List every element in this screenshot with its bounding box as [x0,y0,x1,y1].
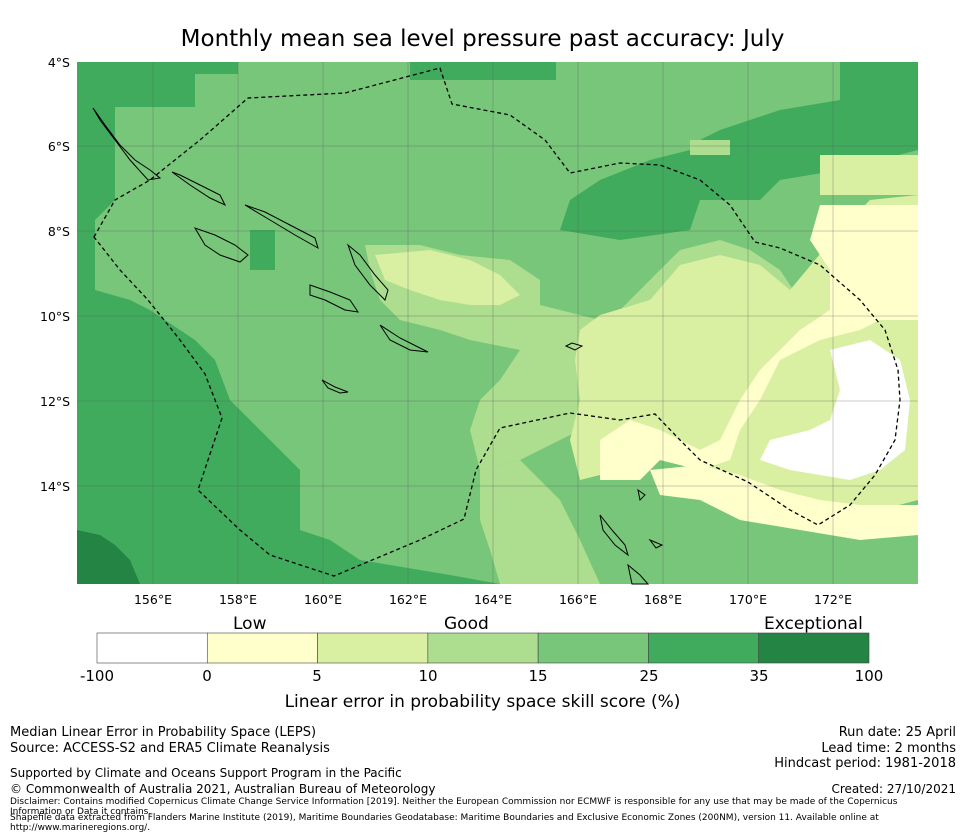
colorbar-category-exceptional: Exceptional [764,614,863,634]
lon-label: 164°E [473,592,512,607]
lat-label: 4°S [47,55,70,70]
cell [375,250,520,305]
colorbar-swatch [96,632,208,664]
lon-label: 162°E [388,592,427,607]
cell [77,100,500,584]
footer-copyright: © Commonwealth of Australia 2021, Austra… [10,782,436,796]
colorbar-swatch [537,632,649,664]
lat-label: 10°S [40,309,71,324]
coastline [599,514,629,557]
coastline [193,227,249,263]
colorbar-title: Linear error in probability space skill … [284,692,681,712]
skill-field [77,62,918,584]
footer-run-date: Run date: 25 April [838,725,956,740]
colorbar-tick: 100 [854,667,884,685]
colorbar-tick: 10 [418,667,438,685]
colorbar-tick: -100 [79,667,115,685]
lat-label: 14°S [40,479,71,494]
coastline [92,107,162,181]
chart-title: Monthly mean sea level pressure past acc… [180,26,785,52]
footer-disclaimer: Disclaimer: Contains modified Copernicus… [10,797,898,817]
cell [250,230,275,270]
lon-label: 172°E [813,592,852,607]
land-outlines [92,107,664,585]
coastline [648,538,664,549]
colorbar-tick: 5 [312,667,322,685]
colorbar-swatch [758,632,870,664]
coastline [309,284,360,313]
eez-solomon-islands [93,67,901,577]
lat-label: 12°S [40,394,71,409]
cell [77,530,140,584]
eez-boundaries [93,67,901,577]
coastline [346,243,389,301]
colorbar [96,632,870,664]
coastline [637,488,646,502]
colorbar-tick: 25 [639,667,659,685]
lon-label: 160°E [303,592,342,607]
footer-shapefile: Shapefile data extracted from Flanders M… [10,813,879,833]
colorbar-category-good: Good [444,614,489,634]
coastline [564,342,584,351]
lon-label: 168°E [643,592,682,607]
colorbar-tick: 35 [749,667,769,685]
footer-leps: Median Linear Error in Probability Space… [10,725,317,740]
cell [600,205,918,480]
cell [560,62,918,240]
cell [690,140,730,155]
colorbar-tick: 0 [202,667,212,685]
colorbar-swatch [427,632,539,664]
colorbar-category-low: Low [233,614,267,634]
coastline [379,324,429,353]
footer-hindcast: Hindcast period: 1981-2018 [774,756,956,771]
coastline [244,204,319,250]
colorbar-swatch [317,632,429,664]
cell [480,460,600,584]
colorbar-swatch [648,632,760,664]
coastline [627,563,650,585]
skill-map [77,62,918,585]
lon-label: 170°E [728,592,767,607]
lon-label: 156°E [133,592,172,607]
coastline [171,171,227,207]
footer-created: Created: 27/10/2021 [831,782,956,796]
cell [77,62,195,107]
footer-support: Supported by Climate and Oceans Support … [10,766,402,780]
cell [410,62,556,80]
cell [650,465,918,540]
cell [760,340,910,480]
footer-lead-time: Lead time: 2 months [821,741,956,756]
lon-label: 158°E [218,592,257,607]
lat-label: 8°S [47,224,70,239]
colorbar-tick: 15 [528,667,548,685]
colorbar-swatch [206,632,318,664]
coastline [321,379,349,394]
graticule [77,62,918,584]
lat-label: 6°S [47,139,70,154]
footer-source: Source: ACCESS-S2 and ERA5 Climate Reana… [10,741,330,756]
cell [820,155,918,195]
lon-label: 166°E [558,592,597,607]
